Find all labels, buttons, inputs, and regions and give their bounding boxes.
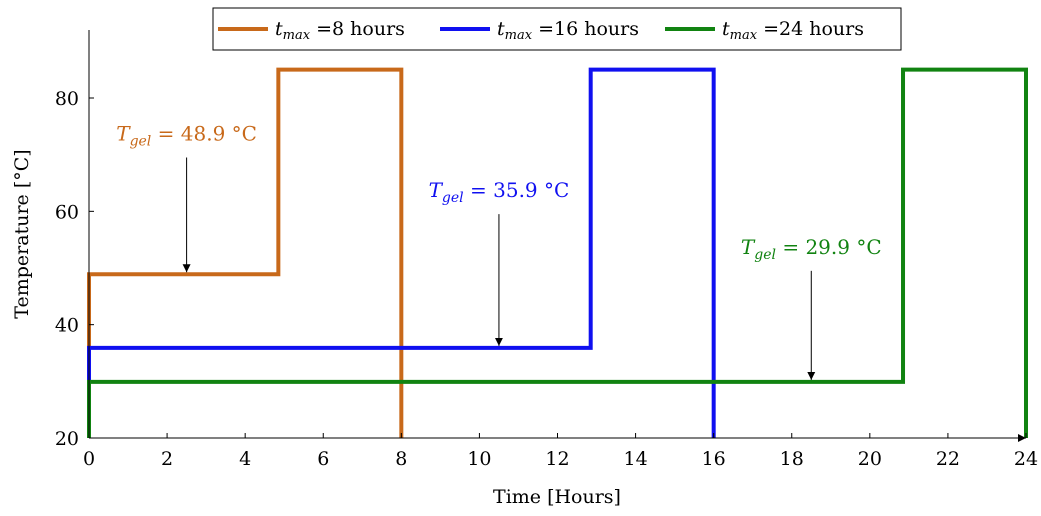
annotation-label-2: Tgel = 35.9 °C	[429, 178, 570, 206]
legend-label-1: tmax =8 hours	[275, 18, 405, 43]
legend-label-3: tmax =24 hours	[722, 18, 864, 43]
legend-label-2: tmax =16 hours	[497, 18, 639, 43]
x-tick-label: 6	[317, 448, 329, 470]
x-axis-title: Time [Hours]	[493, 486, 621, 508]
x-tick-label: 8	[395, 448, 407, 470]
annotations-layer: Tgel = 48.9 °C Tgel = 35.9 °C Tgel = 29.9 …	[116, 122, 882, 380]
annotation-label-1: Tgel = 48.9 °C	[116, 122, 257, 150]
x-tick-label: 12	[545, 448, 569, 470]
x-tick-label: 14	[623, 448, 647, 470]
x-tick-label: 22	[936, 448, 960, 470]
y-tick-label: 80	[55, 88, 79, 110]
x-tick-label: 2	[161, 448, 173, 470]
annotation-label-3: Tgel = 29.9 °C	[741, 235, 882, 263]
x-tick-label: 16	[702, 448, 726, 470]
y-tick-label: 20	[55, 428, 79, 450]
legend: tmax =8 hours tmax =16 hours tmax =24 hour…	[212, 7, 902, 51]
x-tick-label: 20	[858, 448, 882, 470]
x-tick-label: 4	[239, 448, 251, 470]
axes	[88, 30, 1026, 442]
y-tick-label: 40	[55, 315, 79, 337]
legend-box	[212, 7, 902, 51]
x-tick-label: 10	[467, 448, 491, 470]
x-tick-label: 24	[1014, 448, 1038, 470]
x-tick-label: 0	[83, 448, 95, 470]
x-tick-label: 18	[780, 448, 804, 470]
y-axis-title: Temperature [°C]	[11, 149, 33, 318]
y-tick-label: 60	[55, 201, 79, 223]
